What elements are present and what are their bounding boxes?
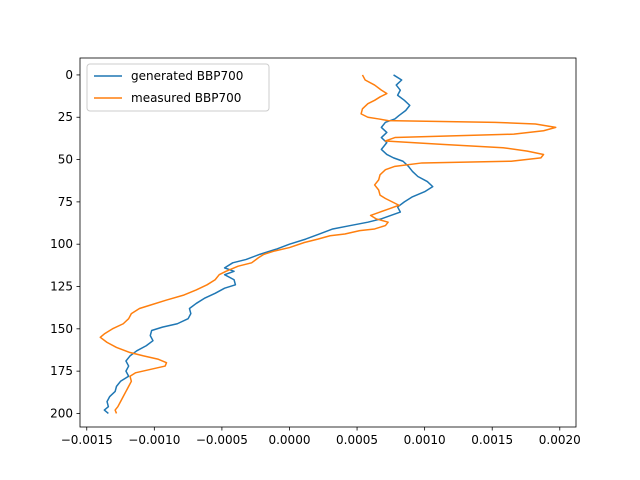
y-tick-label: 125: [50, 280, 73, 294]
y-tick-label: 175: [50, 364, 73, 378]
y-tick-label: 100: [50, 237, 73, 251]
x-tick-label: 0.0005: [336, 433, 378, 447]
x-tick-label: 0.0000: [268, 433, 310, 447]
y-tick-label: 150: [50, 322, 73, 336]
x-tick-label: −0.0015: [61, 433, 113, 447]
y-tick-label: 0: [65, 68, 73, 82]
y-tick-label: 75: [58, 195, 73, 209]
y-axis: 0 25 50 75 100 125 150 175 200: [50, 68, 80, 420]
legend: generated BBP700 measured BBP700: [86, 63, 270, 112]
axes-frame: [79, 57, 577, 428]
series-layer: [99, 74, 557, 415]
x-tick-label: −0.0010: [128, 433, 180, 447]
y-tick-label: 25: [58, 110, 73, 124]
legend-label: measured BBP700: [131, 91, 241, 105]
x-tick-label: 0.0020: [539, 433, 581, 447]
x-tick-label: 0.0010: [404, 433, 446, 447]
x-tick-label: 0.0015: [471, 433, 513, 447]
legend-box: [86, 63, 270, 112]
series-line-measured: [99, 74, 557, 414]
y-tick-label: 50: [58, 153, 73, 167]
x-axis: −0.0015 −0.0010 −0.0005 0.0000 0.0005 0.0010 0…: [61, 427, 581, 447]
y-tick-label: 200: [50, 406, 73, 420]
x-tick-label: −0.0005: [196, 433, 248, 447]
series-line-generated: [103, 74, 434, 415]
legend-label: generated BBP700: [131, 69, 243, 83]
